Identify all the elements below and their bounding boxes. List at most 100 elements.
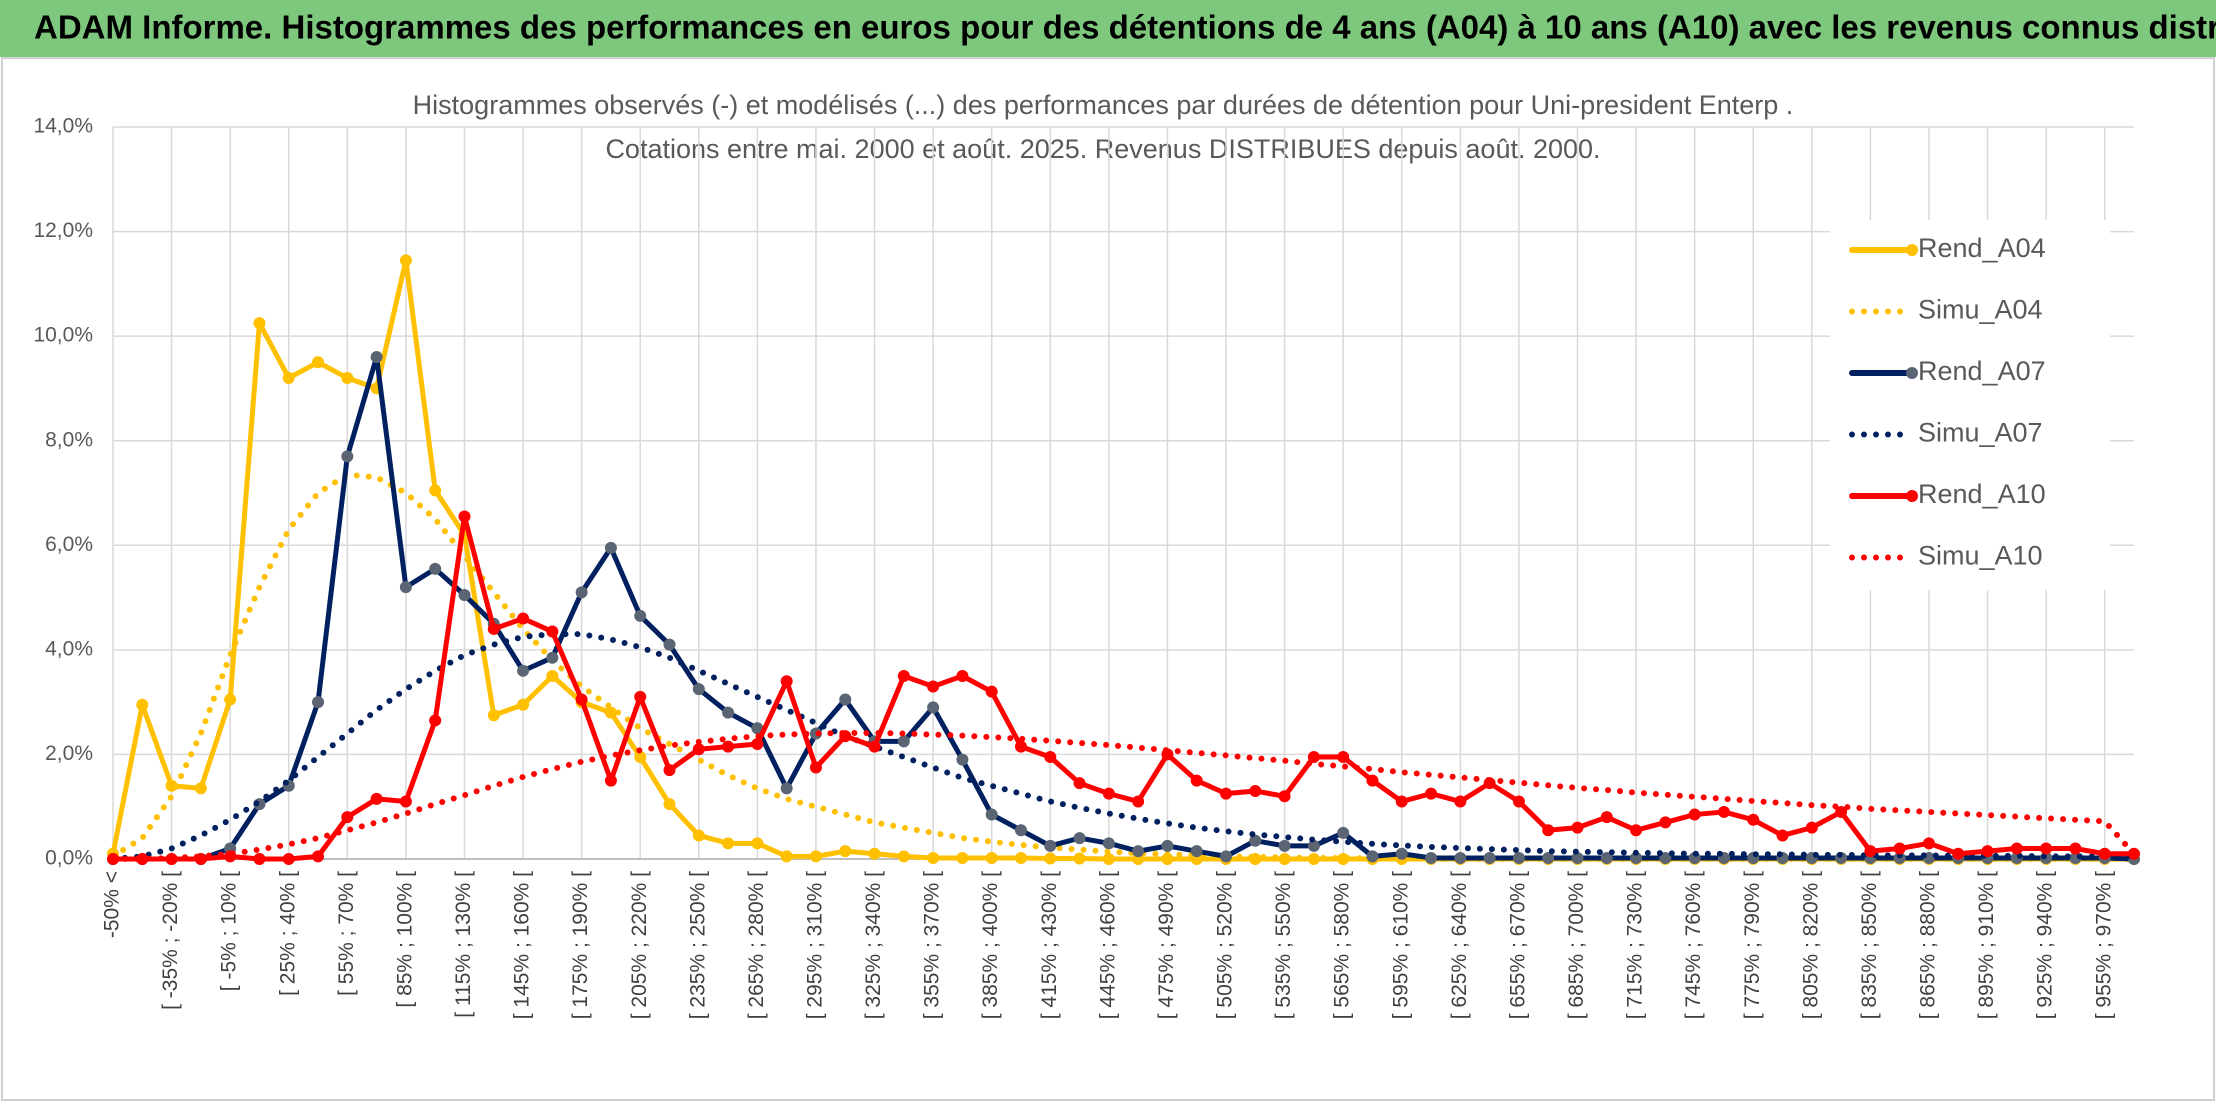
data-point bbox=[1307, 751, 1320, 764]
data-point bbox=[1249, 785, 1262, 798]
data-point bbox=[604, 541, 617, 554]
data-point bbox=[282, 853, 295, 865]
data-point bbox=[1132, 845, 1145, 858]
data-point bbox=[341, 450, 354, 463]
x-tick-label: [ 295% ; 310% [ bbox=[804, 871, 827, 1019]
data-point bbox=[985, 685, 998, 698]
data-point bbox=[1190, 845, 1203, 858]
data-point bbox=[1893, 842, 1906, 855]
data-point bbox=[517, 612, 530, 625]
data-point bbox=[692, 829, 705, 842]
data-point bbox=[722, 706, 735, 719]
data-point bbox=[517, 698, 530, 711]
data-point bbox=[1512, 851, 1525, 864]
data-point bbox=[663, 764, 676, 777]
data-point bbox=[692, 683, 705, 696]
data-point bbox=[956, 753, 969, 766]
data-point bbox=[722, 740, 735, 753]
data-point bbox=[956, 851, 969, 864]
data-point bbox=[1571, 821, 1584, 834]
x-tick-label: [ 805% ; 820% [ bbox=[1799, 871, 1822, 1019]
data-point bbox=[1395, 847, 1408, 860]
data-point bbox=[927, 851, 940, 864]
data-point bbox=[224, 693, 237, 706]
data-point bbox=[1278, 790, 1291, 803]
y-tick-label: 0,0% bbox=[45, 847, 93, 870]
legend-label: Simu_A07 bbox=[1918, 418, 2043, 448]
data-point bbox=[1512, 795, 1525, 808]
data-point bbox=[839, 845, 852, 858]
data-point bbox=[2010, 842, 2023, 855]
header-bar bbox=[0, 0, 2216, 57]
legend-marker bbox=[1906, 490, 1918, 502]
x-tick-label: [ 865% ; 880% [ bbox=[1917, 871, 1940, 1019]
x-tick-label: [ 175% ; 190% [ bbox=[569, 871, 592, 1019]
observed-line bbox=[110, 354, 2137, 862]
data-point bbox=[956, 670, 969, 682]
data-point bbox=[1366, 774, 1379, 787]
x-tick-label: [ 115% ; 130% [ bbox=[452, 871, 475, 1018]
data-point bbox=[2098, 847, 2111, 860]
data-point bbox=[458, 588, 471, 601]
data-point bbox=[897, 670, 910, 682]
x-tick-label: [ 685% ; 700% [ bbox=[1565, 871, 1588, 1019]
data-point bbox=[1014, 851, 1027, 864]
x-tick-label: [ 145% ; 160% [ bbox=[511, 871, 534, 1019]
data-point bbox=[1044, 751, 1057, 764]
x-tick-label: [ -5% ; 10% [ bbox=[218, 871, 241, 991]
data-point bbox=[1366, 850, 1379, 863]
data-point bbox=[1600, 851, 1613, 864]
y-tick-label: 10,0% bbox=[33, 324, 93, 347]
y-tick-label: 4,0% bbox=[45, 637, 93, 660]
data-point bbox=[312, 850, 325, 863]
data-point bbox=[868, 847, 881, 860]
data-point bbox=[1132, 795, 1145, 808]
data-point bbox=[370, 351, 383, 364]
data-point bbox=[487, 622, 500, 635]
data-point bbox=[458, 510, 471, 523]
data-point bbox=[1014, 824, 1027, 837]
x-tick-label: [ 205% ; 220% [ bbox=[628, 871, 651, 1019]
data-point bbox=[1835, 805, 1848, 818]
y-tick-label: 8,0% bbox=[45, 428, 93, 451]
x-tick-label: [ 475% ; 490% [ bbox=[1155, 871, 1178, 1019]
y-tick-label: 6,0% bbox=[45, 533, 93, 556]
data-point bbox=[780, 850, 793, 863]
data-point bbox=[927, 701, 940, 714]
data-point bbox=[1688, 808, 1701, 821]
legend-label: Simu_A04 bbox=[1918, 295, 2043, 325]
data-point bbox=[2069, 842, 2082, 855]
model-line bbox=[110, 631, 2137, 862]
data-point bbox=[897, 735, 910, 748]
x-tick-label: [ 925% ; 940% [ bbox=[2034, 871, 2057, 1019]
data-point bbox=[575, 693, 588, 706]
data-point bbox=[780, 675, 793, 688]
data-point bbox=[1073, 777, 1086, 790]
data-point bbox=[1278, 839, 1291, 852]
observed-line bbox=[110, 514, 2137, 862]
data-point bbox=[663, 638, 676, 651]
data-point bbox=[253, 853, 266, 865]
data-point bbox=[1014, 740, 1027, 753]
x-tick-label: [ 595% ; 610% [ bbox=[1389, 871, 1412, 1019]
data-point bbox=[1190, 774, 1203, 787]
data-point bbox=[1044, 852, 1057, 865]
data-point bbox=[985, 808, 998, 821]
y-tick-label: 2,0% bbox=[45, 742, 93, 765]
y-tick-label: 14,0% bbox=[33, 115, 93, 138]
x-tick-label: [ 535% ; 550% [ bbox=[1272, 871, 1295, 1019]
data-point bbox=[604, 706, 617, 719]
x-tick-label: [ 715% ; 730% [ bbox=[1624, 871, 1647, 1019]
x-tick-label: -50% < bbox=[101, 871, 124, 938]
data-point bbox=[312, 696, 325, 709]
data-point bbox=[1805, 821, 1818, 834]
x-tick-label: [ 745% ; 760% [ bbox=[1682, 871, 1705, 1019]
data-point bbox=[1307, 839, 1320, 852]
data-point bbox=[604, 774, 617, 787]
data-point bbox=[370, 792, 383, 805]
y-tick-label: 12,0% bbox=[33, 219, 93, 242]
data-point bbox=[839, 693, 852, 706]
data-point bbox=[1102, 787, 1115, 800]
data-point bbox=[1600, 811, 1613, 824]
data-point bbox=[1747, 813, 1760, 826]
